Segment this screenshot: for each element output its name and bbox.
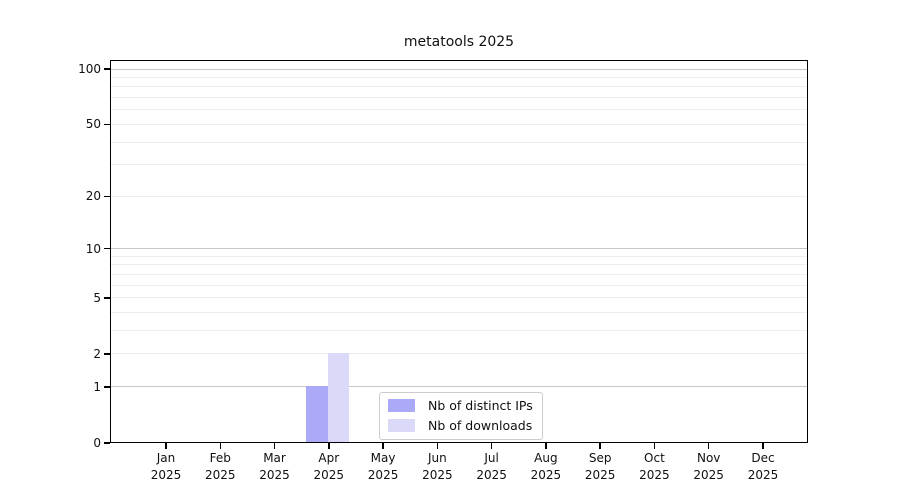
y-minor-gridline (111, 284, 807, 286)
y-minor-gridline (111, 297, 807, 299)
x-tick-label: Sep 2025 (584, 451, 616, 482)
y-tick-label: 2 (93, 346, 101, 361)
legend-item: Nb of distinct IPs (388, 398, 533, 413)
x-tick-mark (219, 443, 222, 449)
x-tick-mark (490, 443, 493, 449)
plot-area (110, 60, 808, 443)
y-tick-mark (104, 442, 110, 444)
y-tick-label: 20 (85, 189, 101, 204)
y-tick-mark (104, 353, 110, 355)
y-minor-gridline (111, 330, 807, 332)
y-tick-label: 50 (85, 117, 101, 132)
y-minor-gridline (111, 123, 807, 125)
y-minor-gridline (111, 97, 807, 99)
x-tick-label: Jun 2025 (422, 451, 453, 482)
y-tick-label: 0 (93, 436, 101, 450)
y-major-gridline (111, 68, 807, 70)
y-minor-gridline (111, 164, 807, 166)
x-tick-label: Nov 2025 (693, 451, 724, 482)
y-tick-label: 100 (78, 62, 101, 76)
legend-swatch-distinct-ips (388, 399, 415, 412)
legend-swatch-downloads (388, 419, 415, 432)
legend: Nb of distinct IPs Nb of downloads (379, 392, 543, 440)
y-minor-gridline (111, 195, 807, 197)
x-tick-mark (707, 443, 710, 449)
y-minor-gridline (111, 86, 807, 88)
y-tick-mark (104, 386, 110, 388)
x-tick-label: Dec 2025 (747, 451, 779, 482)
bar-downloads (328, 352, 350, 442)
x-tick-label: Feb 2025 (204, 451, 236, 482)
chart-title: metatools 2025 (403, 34, 515, 50)
y-minor-gridline (111, 264, 807, 266)
y-major-gridline (111, 248, 807, 250)
y-tick-mark (104, 123, 110, 126)
x-tick-mark (273, 443, 276, 449)
y-minor-gridline (111, 255, 807, 257)
y-tick-mark (104, 297, 110, 299)
x-tick-label: Mar 2025 (259, 451, 290, 482)
y-minor-gridline (111, 353, 807, 355)
x-tick-label: Jan 2025 (150, 451, 182, 482)
y-tick-mark (104, 68, 110, 70)
x-tick-mark (653, 443, 656, 449)
x-tick-label: Apr 2025 (313, 451, 345, 482)
legend-item: Nb of downloads (388, 418, 533, 433)
y-minor-gridline (111, 312, 807, 314)
y-tick-label: 5 (93, 290, 101, 305)
y-minor-gridline (111, 109, 807, 111)
bar-distinct-ips (306, 385, 329, 442)
x-tick-label: Jul 2025 (476, 451, 507, 482)
x-tick-mark (599, 443, 601, 449)
x-tick-mark (328, 443, 330, 449)
y-major-gridline (111, 386, 807, 388)
y-tick-label: 1 (93, 379, 101, 394)
x-tick-mark (165, 443, 167, 449)
y-tick-mark (104, 247, 110, 250)
y-minor-gridline (111, 273, 807, 275)
y-minor-gridline (111, 141, 807, 143)
x-tick-label: Oct 2025 (639, 451, 670, 482)
legend-label: Nb of distinct IPs (428, 398, 533, 413)
x-tick-label: May 2025 (367, 451, 399, 482)
y-minor-gridline (111, 76, 807, 78)
x-tick-mark (436, 443, 439, 449)
x-tick-mark (382, 443, 384, 449)
x-tick-mark (545, 443, 547, 449)
x-tick-label: Aug 2025 (530, 451, 562, 482)
legend-label: Nb of downloads (428, 418, 533, 433)
y-tick-mark (104, 195, 110, 198)
y-tick-label: 10 (85, 241, 101, 256)
x-tick-mark (762, 443, 764, 449)
